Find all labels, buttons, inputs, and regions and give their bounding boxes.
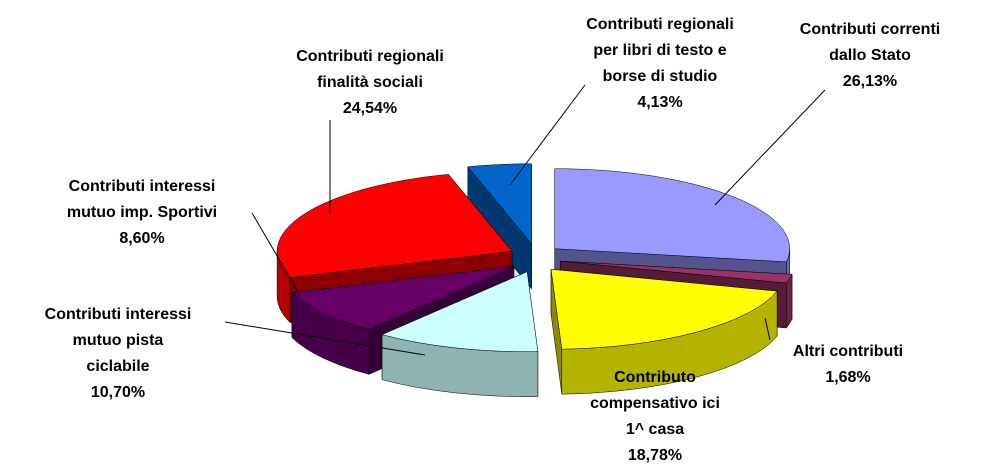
leader-line: [714, 89, 826, 206]
slice-value-label: 26,13%: [843, 73, 897, 90]
slice-label: Contributi regionali: [586, 16, 734, 33]
slice-label: mutuo pista: [73, 332, 164, 349]
slice-label: dallo Stato: [829, 47, 911, 64]
slice-top: [554, 168, 790, 263]
slice-top: [291, 266, 515, 330]
slice-value-label: 1,68%: [825, 369, 870, 386]
leader-line: [251, 212, 301, 296]
slice-value-label: 4,13%: [637, 94, 682, 111]
slice-label: Contributi interessi: [45, 306, 192, 323]
slice-top: [550, 269, 778, 350]
slice-label: 1^ casa: [626, 421, 684, 438]
slice-label: compensativo ici: [590, 395, 720, 412]
slice-label: borse di studio: [603, 68, 718, 85]
slice-label: Contributo: [614, 369, 696, 386]
leader-line: [509, 84, 586, 186]
slice-label: finalità sociali: [317, 74, 423, 91]
leader-line: [224, 321, 426, 356]
slice-label: mutuo imp. Sportivi: [67, 204, 217, 221]
slice-value-label: 18,78%: [628, 447, 682, 464]
slice-label: ciclabile: [86, 358, 149, 375]
slice-outer-wall: [786, 274, 793, 329]
slice-label: per libri di testo e: [593, 42, 726, 59]
slice-value-label: 8,60%: [119, 230, 164, 247]
leader-line: [764, 317, 771, 341]
slice-value-label: 24,54%: [343, 100, 397, 117]
slice-top: [560, 260, 793, 284]
slice-label: Altri contributi: [793, 343, 903, 360]
slice-label: Contributi interessi: [69, 178, 216, 195]
slice-label: Contributi correnti: [800, 21, 940, 38]
slice-top: [467, 163, 532, 245]
slice-label: Contributi regionali: [296, 48, 444, 65]
slice-top: [381, 271, 539, 352]
slice-top: [276, 174, 513, 278]
slice-value-label: 10,70%: [91, 384, 145, 401]
